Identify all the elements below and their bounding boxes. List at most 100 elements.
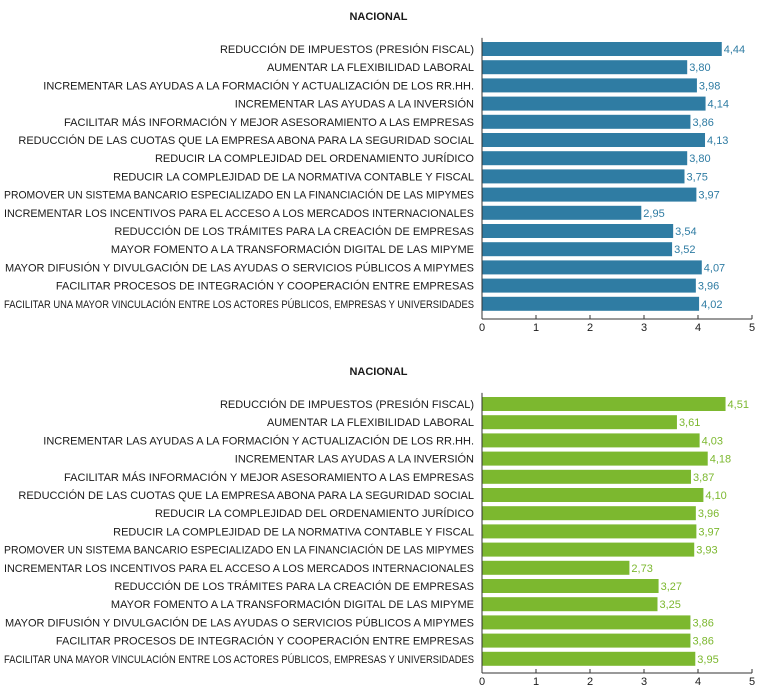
value-label: 4,14: [708, 99, 729, 111]
value-label: 3,80: [689, 153, 710, 165]
category-label: INCREMENTAR LAS AYUDAS A LA INVERSIÓN: [235, 98, 474, 111]
x-tick-label: 3: [641, 676, 647, 685]
value-label: 3,98: [699, 80, 720, 92]
category-label: MAYOR FOMENTO A LA TRANSFORMACIÓN DIGITA…: [111, 243, 474, 256]
category-label: REDUCCIÓN DE LOS TRÁMITES PARA LA CREACI…: [114, 580, 474, 593]
bar: [482, 96, 706, 111]
value-label: 4,18: [710, 454, 731, 466]
x-tick-label: 3: [641, 322, 647, 334]
category-label: AUMENTAR LA FLEXIBILIDAD LABORAL: [267, 62, 474, 74]
bar: [482, 296, 700, 311]
category-label: FACILITAR UNA MAYOR VINCULACIÓN ENTRE LO…: [4, 298, 474, 311]
bar: [482, 169, 685, 184]
value-label: 3,54: [675, 226, 696, 238]
bar: [482, 42, 722, 56]
category-label: REDUCIR LA COMPLEJIDAD DE LA NORMATIVA C…: [113, 526, 474, 538]
x-tick-label: 2: [587, 676, 593, 685]
bar: [482, 651, 696, 666]
bar: [482, 560, 630, 575]
bar: [482, 451, 708, 466]
bar: [482, 433, 700, 448]
category-label: FACILITAR PROCESOS DE INTEGRACIÓN Y COOP…: [56, 635, 474, 648]
category-label: FACILITAR MÁS INFORMACIÓN Y MEJOR ASESOR…: [64, 471, 474, 484]
chart-nacional-green: NACIONAL REDUCCIÓN DE IMPUESTOS (PRESIÓN …: [0, 355, 757, 685]
bar: [482, 133, 706, 147]
value-label: 3,80: [689, 62, 710, 74]
value-label: 3,86: [692, 117, 713, 129]
bar: [482, 542, 695, 557]
bar: [482, 205, 642, 220]
value-label: 4,02: [701, 299, 722, 311]
category-label: REDUCIR LA COMPLEJIDAD DEL ORDENAMIENTO …: [155, 507, 474, 520]
value-label: 3,52: [674, 244, 695, 256]
value-label: 3,25: [660, 599, 681, 611]
value-label: 4,03: [702, 435, 723, 447]
bar: [482, 260, 702, 275]
category-label: MAYOR DIFUSIÓN Y DIVULGACIÓN DE LAS AYUD…: [5, 261, 474, 274]
chart-title: NACIONAL: [349, 11, 407, 23]
category-label: FACILITAR UNA MAYOR VINCULACIÓN ENTRE LO…: [4, 653, 474, 666]
chart-title: NACIONAL: [349, 366, 407, 378]
value-label: 4,13: [707, 135, 728, 147]
category-label: REDUCCIÓN DE LOS TRÁMITES PARA LA CREACI…: [114, 225, 474, 238]
category-label: REDUCIR LA COMPLEJIDAD DEL ORDENAMIENTO …: [155, 152, 474, 165]
bar: [482, 78, 697, 93]
category-label: INCREMENTAR LOS INCENTIVOS PARA EL ACCES…: [4, 563, 474, 575]
chart-svg-green: NACIONAL REDUCCIÓN DE IMPUESTOS (PRESIÓN …: [4, 366, 755, 685]
bar: [482, 597, 658, 612]
category-label: FACILITAR MÁS INFORMACIÓN Y MEJOR ASESOR…: [64, 116, 474, 129]
category-label: PROMOVER UN SISTEMA BANCARIO ESPECIALIZA…: [4, 189, 474, 202]
value-label: 3,97: [698, 526, 719, 538]
bar: [482, 151, 688, 166]
category-label: MAYOR DIFUSIÓN Y DIVULGACIÓN DE LAS AYUD…: [5, 616, 474, 629]
x-tick-label: 5: [749, 322, 755, 334]
bar: [482, 506, 696, 521]
value-label: 3,96: [698, 281, 719, 293]
value-label: 3,96: [698, 508, 719, 520]
bar: [482, 224, 674, 238]
chart-svg-blue: NACIONAL REDUCCIÓN DE IMPUESTOS (PRESIÓN …: [4, 11, 755, 334]
value-label: 2,95: [643, 208, 664, 220]
value-label: 4,44: [724, 44, 745, 56]
category-label: REDUCCIÓN DE LAS CUOTAS QUE LA EMPRESA A…: [18, 134, 474, 147]
bar: [482, 60, 688, 75]
bar: [482, 397, 726, 411]
chart-nacional-blue: NACIONAL REDUCCIÓN DE IMPUESTOS (PRESIÓN …: [0, 0, 757, 340]
x-tick-label: 0: [479, 322, 485, 334]
x-tick-label: 4: [695, 676, 701, 685]
value-label: 3,75: [687, 171, 708, 183]
value-label: 3,93: [696, 545, 717, 557]
x-tick-label: 4: [695, 322, 701, 334]
value-label: 3,61: [679, 417, 700, 429]
value-label: 3,87: [693, 472, 714, 484]
category-label: FACILITAR PROCESOS DE INTEGRACIÓN Y COOP…: [56, 280, 474, 293]
value-label: 3,27: [661, 581, 682, 593]
category-label: INCREMENTAR LAS AYUDAS A LA FORMACIÓN Y …: [43, 79, 474, 92]
value-label: 4,51: [728, 399, 749, 411]
bar: [482, 524, 697, 539]
x-tick-label: 0: [479, 676, 485, 685]
x-tick-label: 1: [533, 322, 539, 334]
x-tick-label: 2: [587, 322, 593, 334]
category-label: INCREMENTAR LOS INCENTIVOS PARA EL ACCES…: [4, 208, 474, 220]
category-label: PROMOVER UN SISTEMA BANCARIO ESPECIALIZA…: [4, 544, 474, 557]
category-label: MAYOR FOMENTO A LA TRANSFORMACIÓN DIGITA…: [111, 598, 474, 611]
bar: [482, 615, 691, 630]
category-label: REDUCCIÓN DE IMPUESTOS (PRESIÓN FISCAL): [220, 398, 474, 411]
category-label: INCREMENTAR LAS AYUDAS A LA INVERSIÓN: [235, 453, 474, 466]
value-label: 3,95: [697, 654, 718, 666]
bar: [482, 579, 659, 593]
value-label: 3,86: [692, 617, 713, 629]
x-tick-label: 5: [749, 676, 755, 685]
category-label: REDUCCIÓN DE IMPUESTOS (PRESIÓN FISCAL): [220, 43, 474, 56]
bar: [482, 469, 691, 484]
bar: [482, 488, 704, 502]
bar: [482, 242, 673, 257]
category-label: REDUCCIÓN DE LAS CUOTAS QUE LA EMPRESA A…: [18, 489, 474, 502]
value-label: 3,86: [692, 636, 713, 648]
value-label: 4,07: [704, 262, 725, 274]
value-label: 3,97: [698, 190, 719, 202]
value-label: 2,73: [631, 563, 652, 575]
category-label: REDUCIR LA COMPLEJIDAD DE LA NORMATIVA C…: [113, 171, 474, 183]
x-tick-label: 1: [533, 676, 539, 685]
